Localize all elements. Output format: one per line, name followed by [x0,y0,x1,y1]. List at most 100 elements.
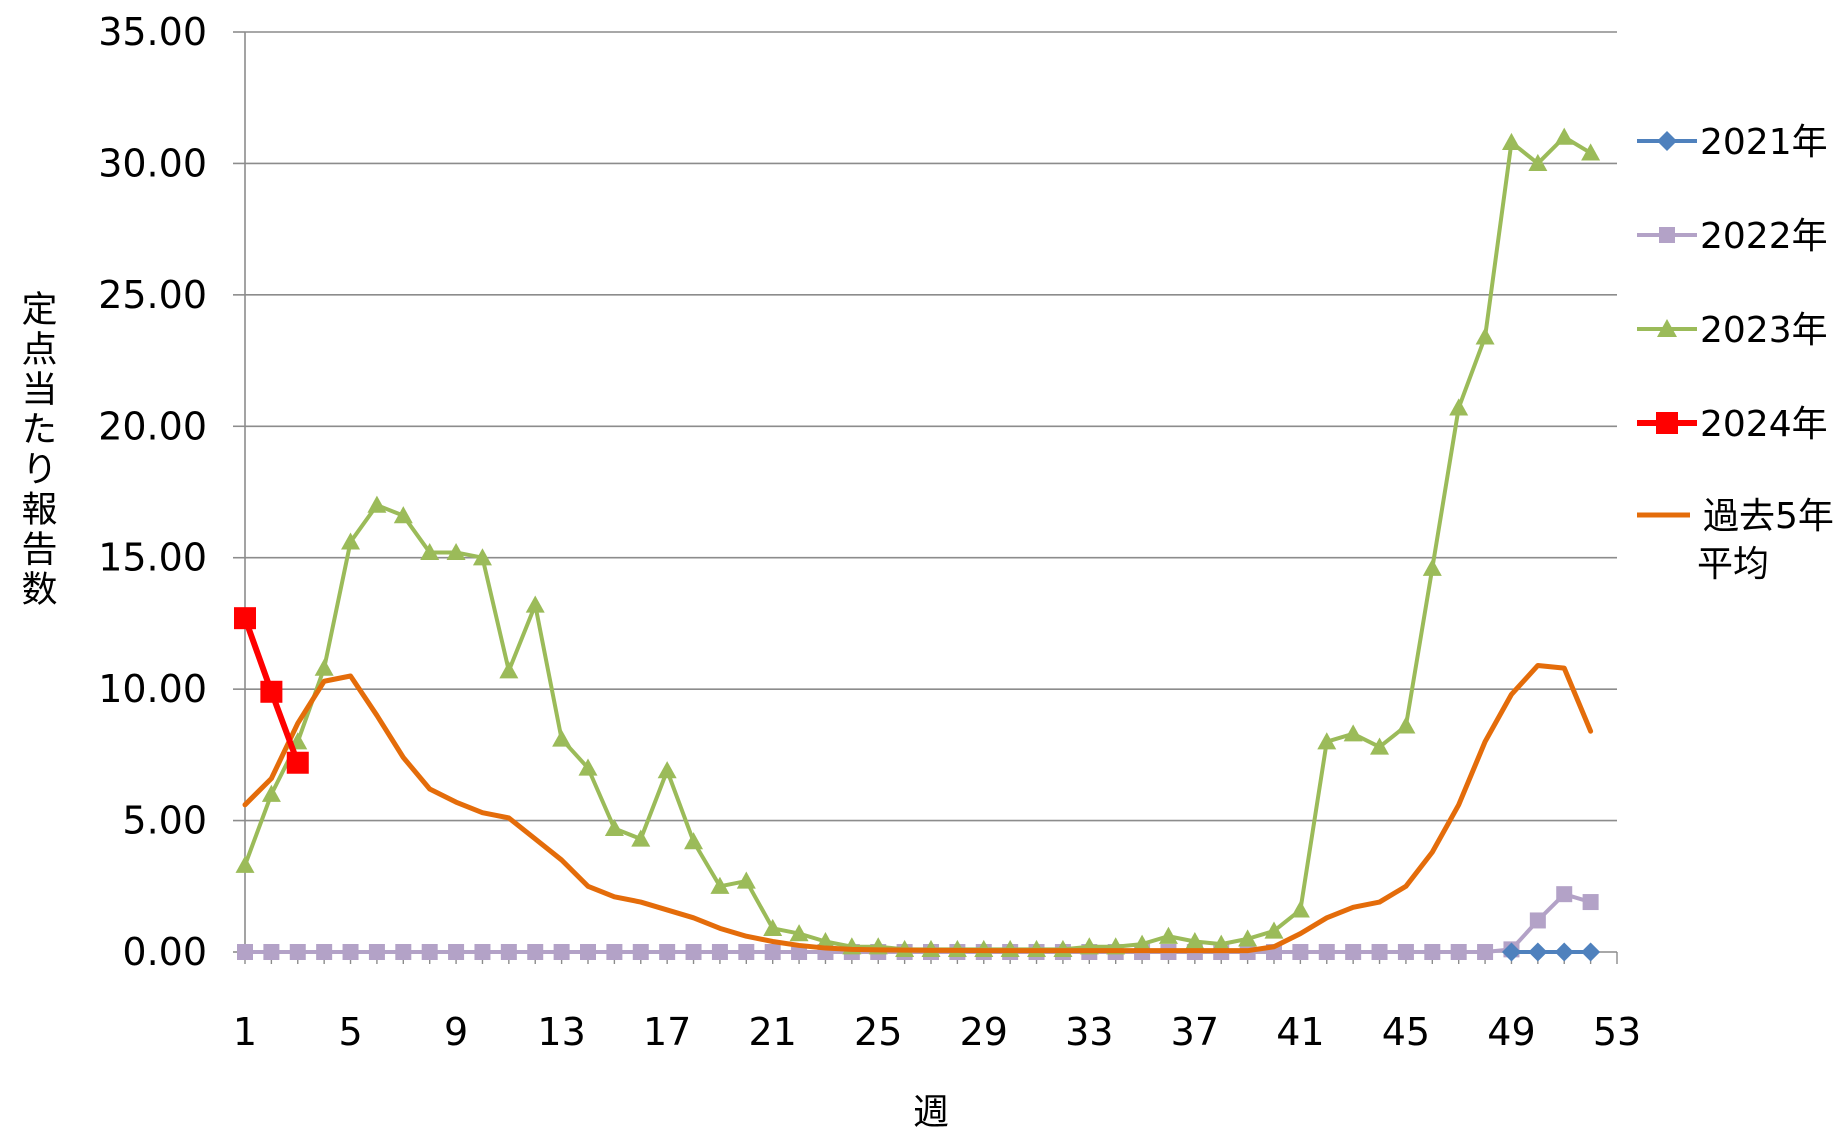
data-point-triangle [235,855,255,873]
legend-label: 2023年 [1700,310,1828,351]
data-point-triangle [472,548,492,566]
data-point-square [260,680,283,703]
series-2 [235,127,1601,957]
data-point-square [1477,944,1494,960]
data-point-square [289,944,306,960]
data-point-square [263,944,280,960]
data-point-square [368,944,385,960]
data-point-triangle [446,542,466,561]
data-point-triangle [1211,934,1231,952]
series-line [242,662,1594,954]
x-tick-label: 45 [1382,1010,1430,1054]
data-point-triangle [1158,926,1178,944]
series-3 [234,607,309,774]
data-point-triangle [684,832,704,850]
data-point-square [1656,412,1678,434]
legend-label: 2022年 [1700,216,1828,257]
data-point-square [738,944,755,960]
data-point-triangle [815,931,835,950]
data-point-square [1450,944,1467,960]
data-point-square [1318,944,1335,960]
data-point-diamond [1501,942,1521,962]
data-point-triangle [1422,558,1442,576]
data-point-diamond [1581,942,1601,962]
data-point-triangle [736,871,756,889]
data-point-triangle [657,761,677,779]
series-0 [1501,942,1601,962]
data-point-triangle [1132,934,1152,952]
data-point-square [1424,944,1441,960]
data-point-square [659,944,676,960]
data-point-triangle [1317,732,1337,750]
data-point-square [632,944,649,960]
x-tick-label: 53 [1593,1010,1641,1054]
data-point-square [553,944,570,960]
data-point-square [1659,227,1675,243]
data-point-square [1529,912,1546,929]
data-point-triangle [420,542,440,561]
y-tick-label: 30.00 [98,141,207,185]
data-point-square [606,944,623,960]
data-point-square [711,944,728,960]
axes [233,31,1618,964]
data-point-square [316,944,333,960]
data-point-square [500,944,517,960]
x-tick-label: 17 [643,1010,691,1054]
data-point-square [1345,944,1362,960]
data-point-triangle [1290,900,1310,918]
data-point-square [685,944,702,960]
data-point-triangle [1370,737,1390,755]
data-point-square [764,944,781,960]
legend-label: 2021年 [1700,122,1828,163]
legend-label: 過去5年 [1703,496,1834,537]
data-point-square [234,607,256,630]
x-tick-label: 21 [749,1010,797,1054]
data-point-triangle [499,661,519,679]
data-point-square [237,944,253,960]
data-point-square [395,944,412,960]
y-tick-label: 25.00 [98,273,207,317]
x-tick-label: 41 [1276,1010,1324,1054]
x-tick-label: 1 [233,1010,257,1054]
y-tick-label: 35.00 [98,10,207,54]
data-point-triangle [314,658,334,676]
data-point-triangle [1528,153,1548,172]
y-tick-label: 20.00 [98,404,207,448]
data-point-triangle [261,784,281,802]
x-tick-label: 49 [1487,1010,1535,1054]
x-tick-label: 9 [444,1010,468,1054]
data-point-square [286,751,309,774]
data-point-triangle [341,532,361,550]
x-tick-label: 25 [854,1010,902,1054]
legend-item: 2024年 [1637,404,1828,445]
data-point-triangle [631,829,651,847]
y-axis-title: 定点当たり報告数 [16,290,57,610]
data-point-diamond [1528,942,1548,962]
data-point-square [1582,894,1599,911]
data-point-square [421,944,438,960]
x-tick-label: 33 [1065,1010,1113,1054]
x-tick-label: 37 [1171,1010,1219,1054]
data-point-triangle [789,924,809,942]
series-4 [242,662,1594,954]
data-point-triangle [1581,143,1601,161]
data-point-square [527,944,544,960]
data-point-triangle [1554,127,1574,145]
x-tick-label: 5 [338,1010,362,1054]
data-point-triangle [763,918,783,936]
data-point-triangle [393,506,413,524]
tick-labels: 0.00 5.00 10.00 15.00 20.00 25.00 30.00 35.00 1 5… [98,10,1641,1054]
data-point-square [1556,886,1573,903]
data-point-triangle [578,758,598,776]
series-lines [234,127,1601,962]
y-tick-label: 0.00 [122,930,207,974]
y-tick-label: 10.00 [98,667,207,711]
data-point-triangle [1343,724,1363,742]
data-point-triangle [367,495,387,513]
data-point-triangle [710,876,730,894]
data-point-triangle [1501,132,1521,150]
data-point-triangle [604,818,624,837]
